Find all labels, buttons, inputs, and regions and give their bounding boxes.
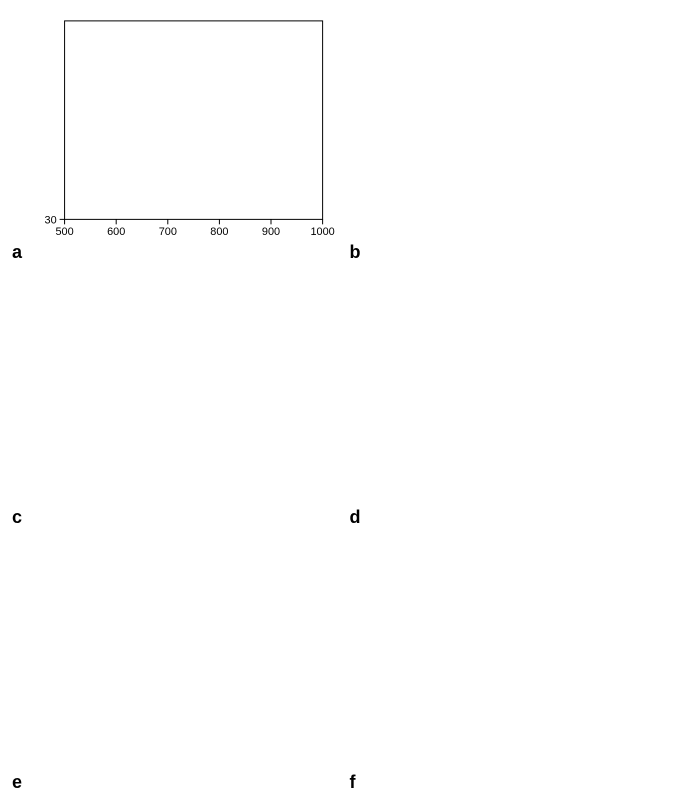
panel-label-d: d [350, 507, 361, 528]
chart-d [348, 275, 676, 530]
panel-c: c [10, 275, 338, 530]
panel-label-a: a [12, 242, 22, 263]
svg-text:1000: 1000 [310, 226, 334, 238]
panel-f: f [348, 540, 676, 795]
panel-label-e: e [12, 772, 22, 793]
panel-e: e [10, 540, 338, 795]
figure-grid: 500 600 700 800 900 1000 30 a b c d e f [10, 10, 675, 795]
chart-e [10, 540, 338, 795]
panel-a: 500 600 700 800 900 1000 30 a [10, 10, 338, 265]
panel-d: d [348, 275, 676, 530]
chart-c [10, 275, 338, 530]
chart-b [348, 10, 676, 265]
panel-label-c: c [12, 507, 22, 528]
panel-b: b [348, 10, 676, 265]
panel-label-b: b [350, 242, 361, 263]
svg-text:600: 600 [107, 226, 125, 238]
chart-a: 500 600 700 800 900 1000 30 [10, 10, 338, 265]
svg-text:900: 900 [262, 226, 280, 238]
panel-label-f: f [350, 772, 356, 793]
svg-text:30: 30 [45, 214, 57, 226]
chart-f [348, 540, 676, 795]
svg-text:700: 700 [159, 226, 177, 238]
svg-text:500: 500 [55, 226, 73, 238]
svg-text:800: 800 [210, 226, 228, 238]
